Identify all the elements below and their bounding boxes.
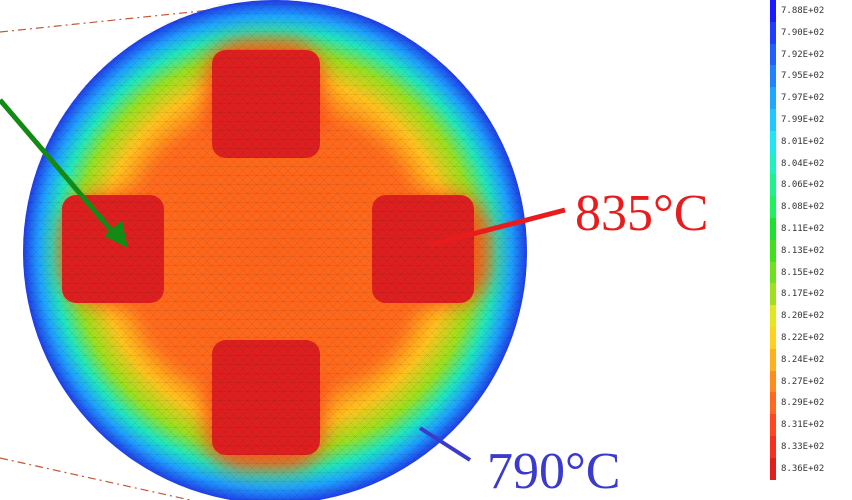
legend-entry: 8.01E+02 <box>770 130 825 153</box>
legend-label: 7.97E+02 <box>781 93 825 104</box>
legend-swatch <box>770 261 776 284</box>
legend-entry: 7.88E+02 <box>770 0 824 22</box>
legend-entry: 8.06E+02 <box>770 174 825 197</box>
legend-entry: 8.24E+02 <box>770 348 825 371</box>
legend-swatch <box>770 21 776 44</box>
legend-entry: 8.22E+02 <box>770 327 824 349</box>
legend-label: 8.29E+02 <box>781 398 825 409</box>
legend-entry: 8.29E+02 <box>770 392 825 415</box>
legend-swatch <box>770 130 776 153</box>
legend-label: 8.27E+02 <box>781 376 825 387</box>
legend-swatch <box>770 218 776 240</box>
legend-swatch <box>770 348 776 371</box>
legend-swatch <box>770 392 776 415</box>
legend-entry: 8.31E+02 <box>770 414 825 437</box>
outline-guide-bottom <box>0 457 191 500</box>
legend-label: 7.95E+02 <box>781 71 825 82</box>
hot-leader-line <box>429 207 566 248</box>
legend-swatch <box>770 87 776 110</box>
legend-entry: 8.04E+02 <box>770 152 825 175</box>
legend-swatch <box>770 370 776 393</box>
cold-temperature-label: 790°C <box>487 443 621 500</box>
legend-label: 8.04E+02 <box>781 158 825 169</box>
legend-swatch <box>770 414 776 437</box>
legend-label: 8.17E+02 <box>781 289 825 300</box>
legend-entry: 7.97E+02 <box>770 87 825 110</box>
pointer-arrow <box>0 98 128 248</box>
legend-swatch <box>770 196 776 219</box>
legend-label: 8.08E+02 <box>781 202 825 213</box>
legend-label: 8.24E+02 <box>781 354 825 365</box>
legend-entry: 7.95E+02 <box>770 65 825 88</box>
legend-swatch <box>770 327 776 349</box>
legend-label: 8.13E+02 <box>781 245 825 256</box>
color-scale-legend: 7.88E+02 7.90E+02 7.92E+02 7.95E+02 7.97E+02… <box>770 0 852 480</box>
hot-temperature-label: 835°C <box>575 185 709 242</box>
legend-swatch <box>770 305 776 328</box>
legend-entry: 8.33E+02 <box>770 436 824 458</box>
legend-swatch <box>770 239 776 262</box>
legend-swatch <box>770 436 776 458</box>
legend-label: 8.31E+02 <box>781 420 825 431</box>
legend-label: 8.20E+02 <box>781 311 825 322</box>
legend-entry: 8.27E+02 <box>770 370 825 393</box>
legend-label: 8.33E+02 <box>781 442 825 452</box>
legend-swatch <box>770 174 776 197</box>
legend-entry: 8.15E+02 <box>770 261 825 284</box>
legend-swatch <box>770 43 776 66</box>
legend-label: 8.15E+02 <box>781 267 825 278</box>
legend-label: 7.90E+02 <box>781 27 825 38</box>
legend-entry: 8.36E+02 <box>770 457 825 480</box>
legend-label: 8.36E+02 <box>781 463 825 474</box>
legend-label: 7.88E+02 <box>781 6 825 16</box>
legend-label: 7.92E+02 <box>781 49 825 60</box>
legend-swatch <box>770 109 776 131</box>
legend-entry: 7.99E+02 <box>770 109 824 131</box>
legend-swatch <box>770 457 776 480</box>
legend-entry: 8.20E+02 <box>770 305 825 328</box>
cold-leader-line <box>418 426 472 462</box>
legend-swatch <box>770 152 776 175</box>
legend-entry: 7.90E+02 <box>770 21 825 44</box>
legend-swatch <box>770 65 776 88</box>
legend-label: 8.22E+02 <box>781 333 825 343</box>
legend-label: 8.06E+02 <box>781 180 825 191</box>
legend-swatch <box>770 0 776 22</box>
temperature-disk <box>23 0 527 500</box>
legend-entry: 8.11E+02 <box>770 218 824 240</box>
legend-entry: 8.13E+02 <box>770 239 825 262</box>
legend-label: 8.01E+02 <box>781 136 825 147</box>
outline-guide-top <box>0 7 231 33</box>
legend-entry: 7.92E+02 <box>770 43 825 66</box>
legend-label: 7.99E+02 <box>781 115 825 125</box>
legend-label: 8.11E+02 <box>781 224 825 234</box>
legend-swatch <box>770 283 776 306</box>
legend-entry: 8.08E+02 <box>770 196 825 219</box>
legend-entry: 8.17E+02 <box>770 283 825 306</box>
